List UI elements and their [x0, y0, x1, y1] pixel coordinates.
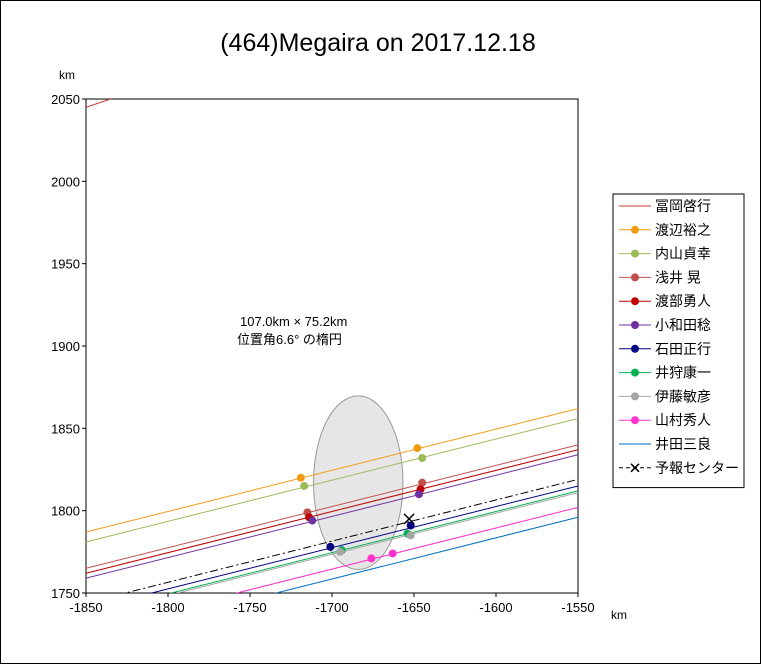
legend-label-5: 小和田稔 — [655, 317, 711, 333]
series-line-7 — [169, 490, 578, 593]
legend-label-11: 予報センター — [655, 460, 739, 476]
y-tick-label-2: 1950 — [51, 257, 80, 272]
plot-layer — [86, 99, 578, 593]
legend-marker-9 — [631, 416, 639, 425]
series-point-8-0 — [336, 547, 345, 556]
legend-marker-7 — [631, 368, 639, 377]
series-point-8-1 — [406, 531, 415, 540]
series-point-2-1 — [418, 453, 427, 462]
legend-label-2: 内山貞幸 — [655, 246, 711, 262]
series-line-8 — [175, 492, 578, 593]
legend-label-7: 井狩康一 — [655, 365, 711, 381]
series-line-11 — [123, 478, 578, 593]
prediction-marker — [403, 513, 415, 525]
series-point-2-0 — [300, 481, 309, 490]
legend-marker-8 — [631, 392, 639, 401]
series-point-1-1 — [413, 444, 422, 453]
series-line-3 — [86, 444, 578, 569]
x-axis-unit: km — [611, 608, 627, 622]
series-line-5 — [86, 454, 578, 579]
legend-marker-1 — [631, 225, 639, 234]
y-tick-label-4: 1850 — [51, 421, 80, 436]
x-tick-label-3: -1700 — [315, 600, 348, 615]
y-tick-label-3: 1900 — [51, 339, 80, 354]
legend-marker-3 — [631, 273, 639, 282]
series-point-9-1 — [388, 549, 397, 558]
series-point-9-0 — [367, 554, 376, 563]
legend-label-4: 渡部勇人 — [655, 293, 711, 309]
series-line-2 — [86, 417, 578, 543]
y-tick-label-0: 2050 — [51, 92, 80, 107]
series-line-10 — [274, 516, 578, 593]
x-tick-label-1: -1800 — [151, 600, 184, 615]
series-point-1-0 — [296, 473, 305, 482]
y-tick-label-5: 1800 — [51, 504, 80, 519]
series-point-5-0 — [308, 516, 317, 525]
legend-label-8: 伊藤敏彦 — [655, 388, 711, 404]
y-tick-label-6: 1750 — [51, 586, 80, 601]
x-tick-label-5: -1600 — [479, 600, 512, 615]
y-axis-unit: km — [59, 68, 75, 82]
series-point-3-1 — [418, 478, 427, 487]
legend-marker-5 — [631, 321, 639, 329]
legend-marker-11 — [630, 463, 640, 473]
series-line-1 — [86, 408, 578, 533]
chart-title: (464)Megaira on 2017.12.18 — [220, 29, 536, 57]
x-tick-label-0: -1850 — [69, 600, 102, 615]
x-tick-label-2: -1750 — [233, 600, 266, 615]
legend-box — [612, 193, 745, 489]
legend-label-1: 渡辺裕之 — [655, 222, 711, 238]
series-point-6-0 — [326, 542, 335, 551]
legend-marker-6 — [631, 344, 639, 353]
legend-marker-4 — [631, 297, 639, 306]
series-point-5-1 — [414, 490, 423, 499]
legend-label-6: 石田正行 — [655, 341, 711, 357]
series-line-9 — [234, 506, 578, 593]
legend-marker-2 — [631, 249, 639, 258]
legend-label-0: 冨岡啓行 — [655, 198, 711, 214]
x-tick-label-6: -1550 — [561, 600, 594, 615]
x-tick-label-4: -1650 — [397, 600, 430, 615]
asteroid-ellipse — [313, 395, 404, 570]
legend-label-10: 井田三良 — [655, 436, 711, 452]
legend-label-3: 浅井 晃 — [655, 269, 701, 285]
legend-label-9: 山村秀人 — [655, 412, 711, 428]
ellipse-size-annotation: 107.0km × 75.2km — [240, 314, 347, 329]
ellipse-angle-annotation: 位置角6.6° の楕円 — [237, 332, 342, 347]
y-tick-label-1: 2000 — [51, 174, 80, 189]
series-line-4 — [86, 449, 578, 574]
tick-layer: -1850 -1800 -1750 -1700 -1650 -1600 -1550 2050 2… — [51, 92, 595, 615]
